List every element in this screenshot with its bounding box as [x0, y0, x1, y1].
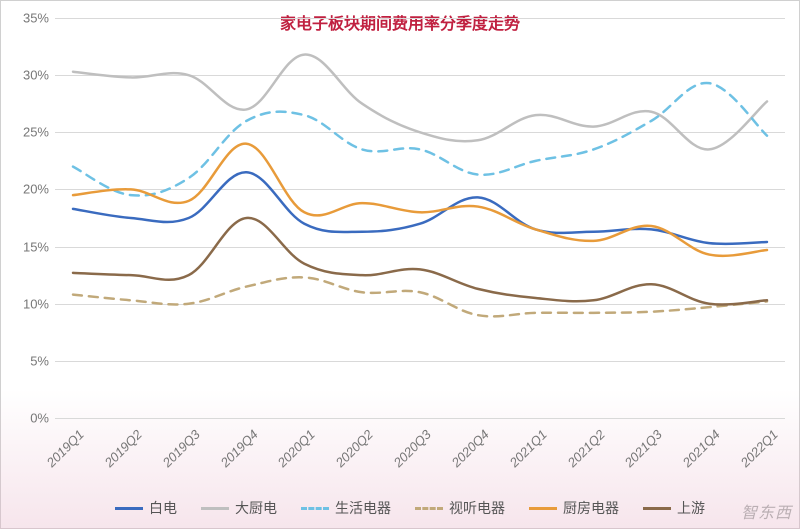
x-tick-label: 2021Q1: [506, 427, 549, 470]
series-line: [73, 172, 767, 244]
y-tick-label: 10%: [23, 296, 49, 311]
x-tick-label: 2020Q4: [448, 427, 491, 470]
legend-item: 视听电器: [415, 498, 505, 518]
x-tick-label: 2019Q3: [159, 427, 202, 470]
x-tick-label: 2021Q4: [680, 427, 723, 470]
legend-label: 上游: [677, 498, 705, 518]
y-tick-label: 15%: [23, 239, 49, 254]
y-tick-label: 0%: [30, 411, 49, 426]
legend-swatch: [201, 507, 229, 510]
legend-swatch: [115, 507, 143, 510]
x-tick-label: 2021Q2: [564, 427, 607, 470]
x-tick-label: 2020Q3: [391, 427, 434, 470]
x-tick-label: 2019Q2: [101, 427, 144, 470]
y-tick-label: 35%: [23, 11, 49, 26]
legend-item: 白电: [115, 498, 177, 518]
series-line: [73, 83, 767, 196]
x-tick-label: 2021Q3: [622, 427, 665, 470]
legend-item: 上游: [643, 498, 705, 518]
watermark: 智东西: [741, 499, 792, 523]
legend-label: 厨房电器: [563, 498, 619, 518]
legend-item: 大厨电: [201, 498, 277, 518]
y-axis-labels: 0%5%10%15%20%25%30%35%: [0, 18, 55, 418]
x-tick-label: 2020Q1: [275, 427, 318, 470]
x-axis-labels: 2019Q12019Q22019Q32019Q42020Q12020Q22020…: [55, 430, 785, 500]
plot-area: [55, 18, 785, 418]
legend-label: 白电: [149, 498, 177, 518]
y-tick-label: 25%: [23, 125, 49, 140]
series-line: [73, 144, 767, 256]
x-tick-label: 2022Q1: [738, 427, 781, 470]
series-line: [73, 55, 767, 150]
y-tick-label: 5%: [30, 353, 49, 368]
legend-item: 厨房电器: [529, 498, 619, 518]
series-line: [73, 277, 767, 316]
legend: 白电 大厨电 生活电器 视听电器 厨房电器 上游: [90, 498, 730, 518]
legend-label: 生活电器: [335, 498, 391, 518]
legend-item: 生活电器: [301, 498, 391, 518]
line-series-svg: [55, 18, 785, 418]
legend-label: 大厨电: [235, 498, 277, 518]
legend-swatch: [529, 507, 557, 510]
y-tick-label: 30%: [23, 68, 49, 83]
legend-swatch: [415, 507, 443, 510]
x-tick-label: 2019Q4: [217, 427, 260, 470]
gridline: [55, 418, 785, 419]
y-tick-label: 20%: [23, 182, 49, 197]
x-tick-label: 2020Q2: [333, 427, 376, 470]
legend-swatch: [301, 507, 329, 510]
legend-swatch: [643, 507, 671, 510]
legend-label: 视听电器: [449, 498, 505, 518]
